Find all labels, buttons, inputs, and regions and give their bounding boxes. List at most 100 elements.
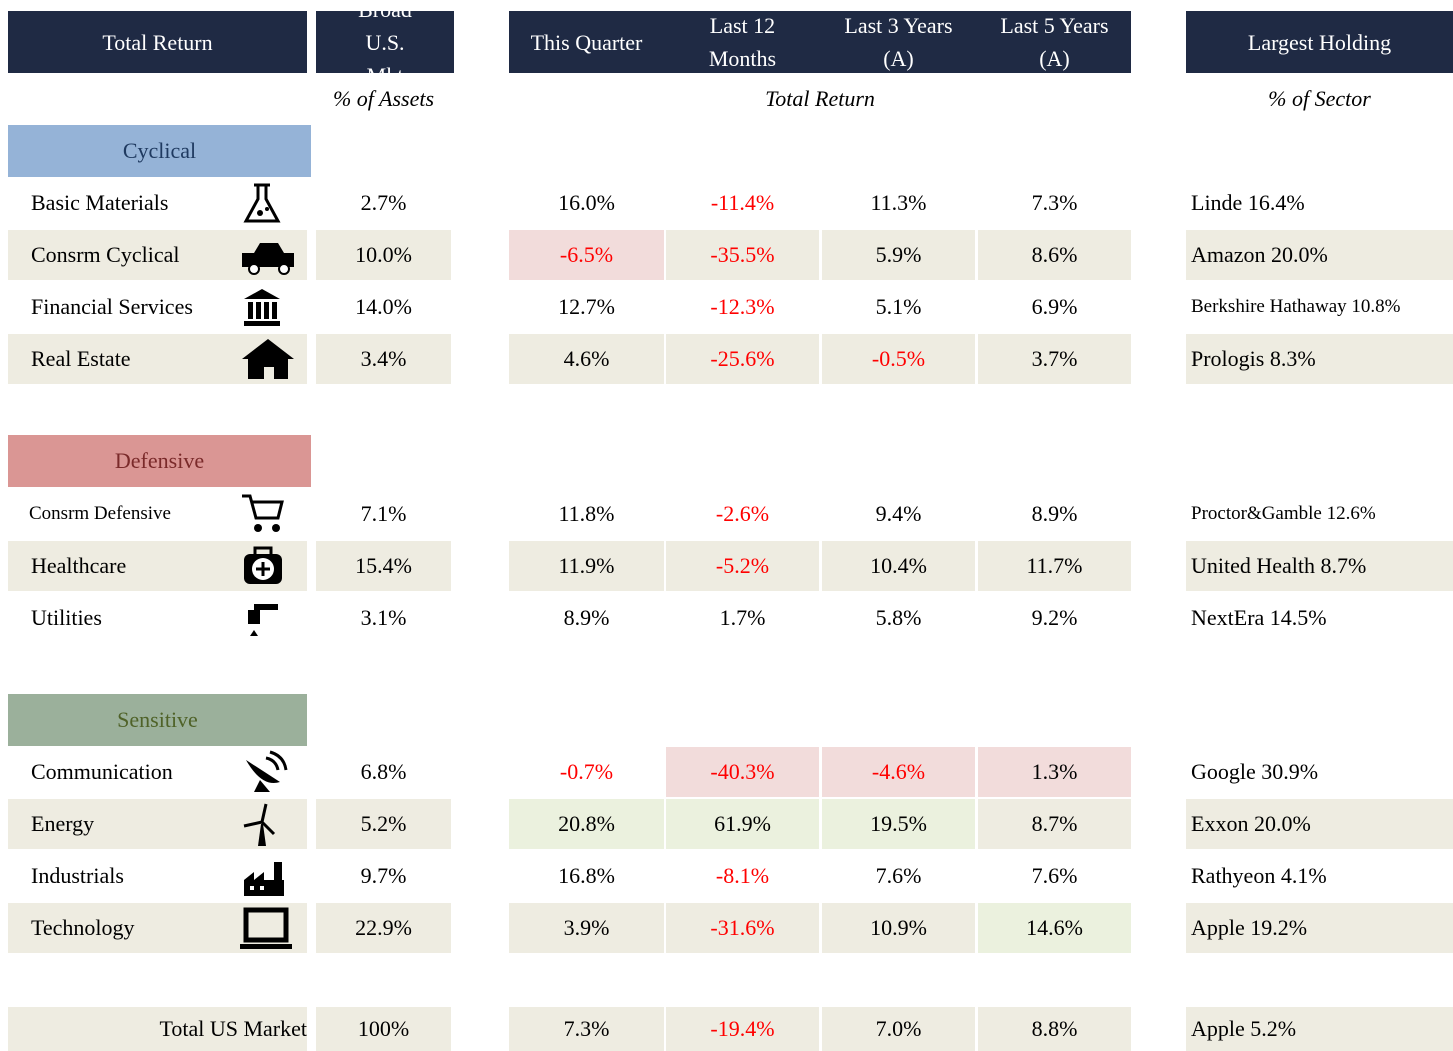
column-header: Largest Holding — [1186, 11, 1453, 73]
cell: 16.0% — [558, 190, 615, 216]
cell: -19.4% — [666, 1007, 819, 1051]
largest-holding: Amazon 20.0% — [1186, 230, 1453, 280]
cell: 15.4% — [316, 541, 451, 591]
cell: -12.3% — [710, 294, 775, 320]
cell: 61.9% — [666, 799, 819, 849]
cell: 6.8% — [360, 759, 407, 785]
cell: 5.8% — [875, 605, 922, 631]
cell: 5.1% — [875, 294, 922, 320]
sector-icon — [242, 494, 284, 532]
group-header: Defensive — [8, 435, 311, 487]
cell: 11.9% — [509, 541, 664, 591]
cell: -31.6% — [666, 903, 819, 953]
cell: 8.7% — [978, 799, 1131, 849]
largest-holding: NextEra 14.5% — [1191, 605, 1327, 631]
cell: -4.6% — [822, 747, 975, 797]
sector-label: Basic Materials — [31, 190, 169, 216]
largest-holding: Apple 5.2% — [1186, 1007, 1453, 1051]
largest-holding: Berkshire Hathaway 10.8% — [1191, 296, 1401, 318]
cell: 9.7% — [360, 863, 407, 889]
cell: 2.7% — [360, 190, 407, 216]
cell: 7.3% — [1031, 190, 1078, 216]
cell: 7.1% — [360, 501, 407, 527]
cell: 8.9% — [1031, 501, 1078, 527]
largest-holding: Google 30.9% — [1191, 759, 1319, 785]
sector-icon — [244, 862, 284, 896]
cell: 4.6% — [509, 334, 664, 384]
sector-icon — [240, 907, 292, 949]
sector-icon — [243, 803, 276, 846]
cell: 8.9% — [563, 605, 610, 631]
group-header: Cyclical — [8, 125, 311, 177]
sector-label: Energy — [8, 799, 307, 849]
cell: 7.6% — [1031, 863, 1078, 889]
cell: 9.2% — [1031, 605, 1078, 631]
column-header: Broad U.S. Mkt — [316, 0, 454, 88]
cell: 16.8% — [558, 863, 615, 889]
cell: -5.2% — [666, 541, 819, 591]
cell: 1.3% — [978, 747, 1131, 797]
cell: 7.0% — [822, 1007, 975, 1051]
subheader: % of Sector — [1268, 86, 1371, 112]
cell: 7.6% — [875, 863, 922, 889]
sector-icon — [243, 183, 281, 223]
sector-icon — [246, 750, 288, 792]
sector-icon — [244, 546, 282, 584]
cell: 8.6% — [978, 230, 1131, 280]
sector-icon — [244, 289, 280, 326]
sector-label: Utilities — [31, 605, 102, 631]
cell: 6.9% — [1031, 294, 1078, 320]
cell: 11.3% — [870, 190, 927, 216]
cell: 11.7% — [978, 541, 1131, 591]
column-header: Last 12 Months — [666, 11, 819, 73]
cell: -8.1% — [715, 863, 770, 889]
cell: -2.6% — [715, 501, 770, 527]
largest-holding: Proctor&Gamble 12.6% — [1191, 503, 1376, 525]
largest-holding: Linde 16.4% — [1191, 190, 1305, 216]
cell: 20.8% — [509, 799, 664, 849]
largest-holding: United Health 8.7% — [1186, 541, 1453, 591]
largest-holding: Rathyeon 4.1% — [1191, 863, 1327, 889]
sector-label: Total US Market — [8, 1007, 307, 1051]
sector-icon — [242, 243, 294, 275]
column-header: This Quarter — [509, 11, 664, 73]
largest-holding: Apple 19.2% — [1186, 903, 1453, 953]
cell: 11.8% — [558, 501, 615, 527]
group-header: Sensitive — [8, 694, 307, 746]
cell: 10.0% — [316, 230, 451, 280]
cell: 3.9% — [509, 903, 664, 953]
cell: -35.5% — [666, 230, 819, 280]
subheader: % of Assets — [332, 86, 435, 112]
cell: -0.5% — [822, 334, 975, 384]
sector-icon — [248, 604, 278, 636]
cell: 8.8% — [978, 1007, 1131, 1051]
sector-label: Communication — [31, 759, 173, 785]
cell: 3.4% — [316, 334, 451, 384]
cell: 3.7% — [978, 334, 1131, 384]
cell: 7.3% — [509, 1007, 664, 1051]
cell: 1.7% — [719, 605, 766, 631]
cell: 5.9% — [822, 230, 975, 280]
column-header: Last 5 Years (A) — [978, 11, 1131, 73]
cell: 22.9% — [316, 903, 451, 953]
cell: -6.5% — [509, 230, 664, 280]
cell: 19.5% — [822, 799, 975, 849]
cell: 9.4% — [875, 501, 922, 527]
cell: -40.3% — [666, 747, 819, 797]
cell: 5.2% — [316, 799, 451, 849]
cell: -0.7% — [559, 759, 614, 785]
column-header: Total Return — [8, 11, 307, 73]
column-header: Last 3 Years (A) — [822, 11, 975, 73]
sector-label: Financial Services — [31, 294, 193, 320]
cell: -11.4% — [710, 190, 775, 216]
cell: 12.7% — [558, 294, 615, 320]
largest-holding: Exxon 20.0% — [1186, 799, 1453, 849]
cell: 100% — [316, 1007, 451, 1051]
cell: -25.6% — [666, 334, 819, 384]
cell: 14.0% — [355, 294, 412, 320]
sector-icon — [242, 339, 294, 379]
cell: 14.6% — [978, 903, 1131, 953]
subheader: Total Return — [765, 86, 875, 112]
cell: 10.9% — [822, 903, 975, 953]
sector-label: Industrials — [31, 863, 124, 889]
